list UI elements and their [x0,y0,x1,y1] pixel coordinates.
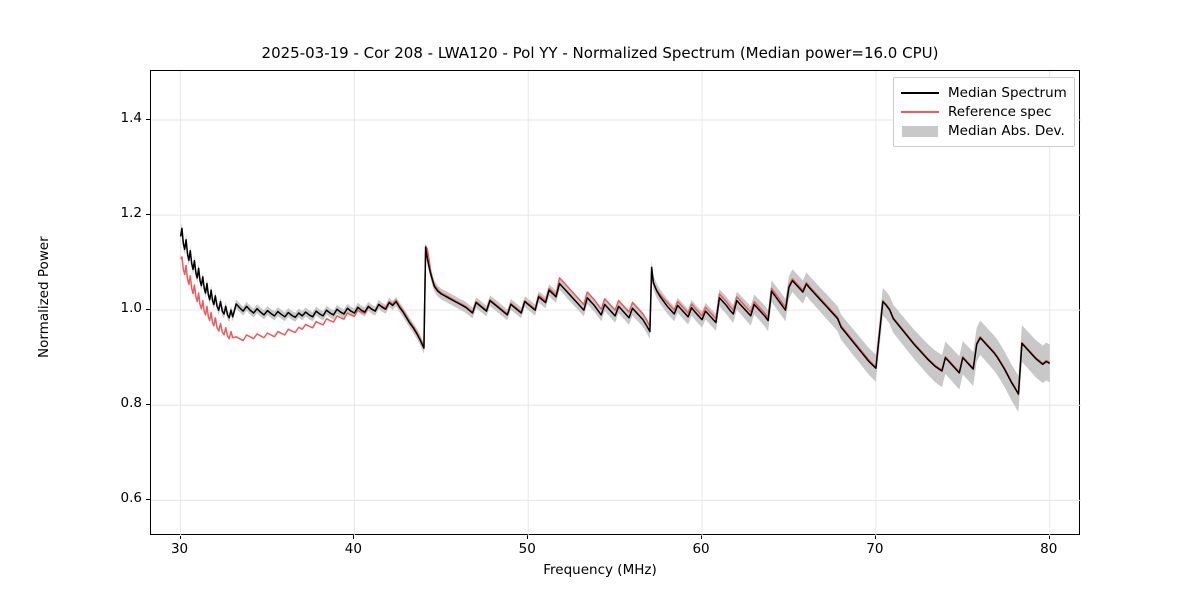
legend-patch-sample [901,124,939,138]
mad-band-area [180,222,1050,412]
x-tick-mark [701,535,703,539]
x-tick-mark [874,535,876,539]
legend-item: Median Spectrum [901,83,1067,102]
x-tick-mark [527,535,529,539]
plot-area [150,70,1081,536]
y-tick-mark [146,309,150,311]
y-tick-label: 1.4 [120,109,142,126]
y-tick-mark [146,214,150,216]
spectrum-plot [151,71,1081,536]
legend-line-swatch [901,91,939,94]
y-tick-mark [146,499,150,501]
page-title: 2025-03-19 - Cor 208 - LWA120 - Pol YY -… [261,44,939,62]
y-axis-label: Normalized Power [36,235,52,358]
legend-line-swatch [901,110,939,113]
legend-line-sample [901,86,939,100]
legend-label: Reference spec [948,103,1052,120]
median-abs-dev-band [180,222,1050,412]
series-line-median-spectrum [179,227,1051,395]
x-tick-label: 40 [344,541,362,557]
x-tick-label: 80 [1040,541,1058,557]
x-tick-mark [1048,535,1050,539]
legend-patch-swatch [902,125,938,137]
y-tick-label: 1.0 [120,300,142,317]
x-axis-label: Frequency (MHz) [543,562,657,578]
x-tick-mark [353,535,355,539]
y-tick-label: 0.8 [120,395,142,412]
y-tick-label: 0.6 [120,490,142,507]
y-tick-label: 1.2 [120,205,142,222]
legend: Median Spectrum Reference spec Median Abs.… [893,77,1075,147]
x-tick-label: 70 [866,541,884,557]
legend-line-sample [901,105,939,119]
x-tick-label: 30 [170,541,189,557]
x-tick-mark [179,535,181,539]
legend-label: Median Spectrum [948,84,1067,101]
y-tick-mark [146,404,150,406]
x-tick-label: 50 [518,541,536,557]
series-line-reference-spec [179,245,1051,396]
legend-item: Median Abs. Dev. [901,121,1067,140]
x-tick-label: 60 [692,541,710,557]
legend-label: Median Abs. Dev. [948,122,1065,139]
y-tick-mark [146,118,150,120]
spectrum-series [179,227,1051,396]
legend-item: Reference spec [901,102,1067,121]
